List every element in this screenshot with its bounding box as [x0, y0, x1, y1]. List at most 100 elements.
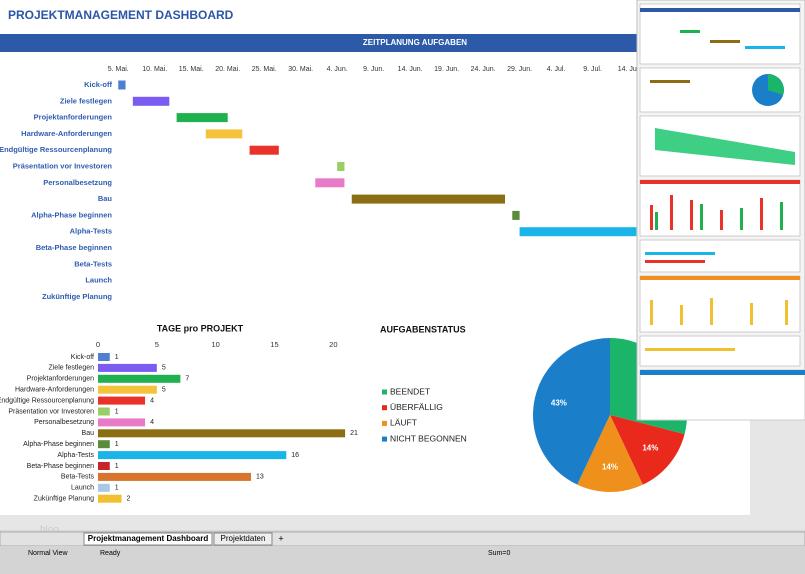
task-label: Präsentation vor Investoren: [13, 161, 113, 170]
tab-label[interactable]: Projektmanagement Dashboard: [88, 534, 209, 543]
x-tick-label: 14. Jul.: [618, 66, 641, 73]
task-label: Projektanforderungen: [34, 113, 113, 122]
thumb-bar: [650, 80, 690, 83]
tab[interactable]: [213, 532, 273, 546]
x-tick-label: 9. Jul.: [583, 66, 602, 73]
thumb-bar: [645, 260, 705, 263]
tab-label[interactable]: Projektdaten: [221, 534, 266, 543]
x-tick-label: 30. Mai.: [288, 66, 313, 73]
task-label: Endgültige Ressourcenplanung: [0, 145, 112, 154]
gantt-bar: [315, 178, 345, 188]
value-label: 16: [291, 452, 299, 459]
category-label: Launch: [71, 485, 94, 492]
thumb-columns: [650, 298, 788, 325]
slice-label: 43%: [551, 399, 567, 408]
slice-label: 14%: [602, 462, 618, 471]
gantt-bar: [249, 145, 279, 155]
thumb-bar: [645, 252, 715, 255]
gantt-bar: [337, 162, 345, 171]
add-tab[interactable]: +: [278, 533, 283, 543]
gantt-title: ZEITPLANUNG AUFGABEN: [363, 38, 467, 47]
x-tick-label: 29. Jun.: [507, 66, 532, 73]
x-tick-label: 15. Mai.: [179, 66, 204, 73]
x-tick-label: 10. Mai.: [142, 66, 167, 73]
bar: [98, 353, 110, 361]
value-label: 1: [115, 408, 119, 415]
thumb: [639, 3, 801, 65]
task-label: Alpha-Tests: [70, 227, 112, 236]
gantt-bar: [519, 227, 637, 237]
value-label: 7: [185, 376, 189, 383]
legend-label: BEENDET: [390, 386, 430, 396]
value-label: 2: [127, 496, 131, 503]
legend-label: LÄUFT: [390, 418, 417, 428]
value-label: 1: [115, 463, 119, 470]
legend-swatch: [382, 436, 387, 442]
thumb-table: [639, 369, 805, 421]
status-bar: [0, 546, 805, 574]
x-tick-label: 4. Jun.: [327, 66, 348, 73]
category-label: Projektanforderungen: [27, 376, 94, 383]
thumb-bar: [645, 348, 735, 351]
thumb: [639, 239, 801, 273]
x-tick-label: 9. Jun.: [363, 66, 384, 73]
task-label: Launch: [85, 276, 112, 285]
x-tick-label: 19. Jun.: [434, 66, 459, 73]
x-tick-label: 4. Jul.: [547, 66, 566, 73]
value-label: 4: [150, 419, 154, 426]
watermark: blog: [40, 525, 59, 536]
pie-slice: [577, 415, 643, 493]
category-label: Personalbesetzung: [34, 419, 94, 426]
status-text: Ready: [100, 550, 121, 557]
category-label: Beta-Tests: [61, 474, 95, 481]
bar: [98, 494, 122, 503]
value-label: 1: [115, 354, 119, 361]
task-label: Personalbesetzung: [43, 178, 112, 187]
value-label: 13: [256, 474, 264, 481]
bar: [98, 385, 157, 394]
thumb-bar: [680, 30, 700, 33]
task-label: Beta-Tests: [74, 259, 112, 268]
bar: [98, 429, 346, 438]
thumb-bar: [640, 180, 800, 184]
bar: [98, 407, 110, 416]
x-tick-label: 20: [329, 340, 337, 349]
gantt-bar: [351, 194, 505, 204]
task-label: Alpha-Phase beginnen: [31, 210, 112, 219]
status-text: Sum=0: [488, 550, 510, 557]
legend-label: NICHT BEGONNEN: [390, 433, 467, 443]
thumb-pie: [768, 74, 784, 95]
pie-title: AUFGABENSTATUS: [380, 324, 466, 334]
thumb-bar: [710, 40, 740, 43]
value-label: 5: [162, 387, 166, 394]
x-tick-label: 5: [155, 340, 159, 349]
task-label: Ziele festlegen: [60, 96, 113, 105]
pie-slice: [610, 415, 685, 485]
task-label: Beta-Phase beginnen: [36, 243, 113, 252]
gantt-bar: [205, 129, 243, 139]
tab[interactable]: [83, 532, 213, 546]
x-tick-label: 14. Jun.: [398, 66, 423, 73]
status-text: Normal View: [28, 550, 68, 557]
thumb-area: [655, 128, 795, 165]
dashboard-title: PROJEKTMANAGEMENT DASHBOARD: [8, 8, 234, 22]
thumb: [639, 275, 801, 333]
category-label: Alpha-Tests: [57, 452, 94, 459]
bar: [98, 440, 110, 449]
category-label: Alpha-Phase beginnen: [23, 441, 94, 448]
value-label: 4: [150, 397, 154, 404]
task-label: Bau: [98, 194, 113, 203]
bar: [98, 396, 146, 405]
category-label: Ziele festlegen: [48, 365, 94, 372]
task-label: Zukünftige Planung: [42, 292, 112, 301]
value-label: 1: [115, 485, 119, 492]
category-label: Präsentation vor Investoren: [8, 408, 94, 415]
value-label: 5: [162, 365, 166, 372]
category-label: Kick-off: [71, 354, 94, 361]
thumb-bar: [745, 46, 785, 49]
thumb-bar: [640, 276, 800, 280]
x-tick-label: 20. Mai.: [215, 66, 240, 73]
category-label: Endgültige Ressourcenplanung: [0, 397, 94, 404]
x-tick-label: 5. Mai.: [108, 66, 129, 73]
